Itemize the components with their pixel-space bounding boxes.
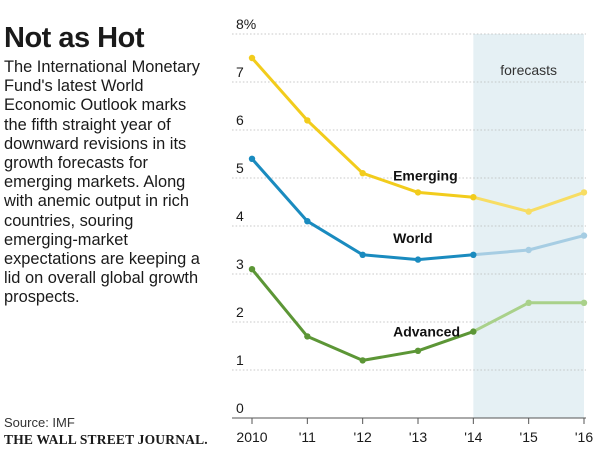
y-tick-label: 6 [236,112,244,128]
y-tick-label: 7 [236,64,244,80]
world-point [525,246,532,254]
advanced-point [248,266,256,273]
advanced-point [525,299,532,306]
y-tick-label: 1 [236,352,244,368]
emerging-point [304,117,311,124]
advanced-line [250,267,475,362]
emerging-series-label: Emerging [393,167,458,183]
advanced-point [304,333,311,340]
emerging-point [359,170,366,177]
world-point [470,251,477,258]
description: The International Monetary Fund's latest… [4,58,200,307]
emerging-point [470,194,477,201]
x-tick-label: '11 [299,429,316,445]
source-note: Source: IMF [4,415,75,430]
grid-lines [232,33,586,419]
world-point [304,218,311,225]
advanced-point [359,357,366,364]
emerging-point [248,54,256,62]
world-point [359,251,366,258]
world-series-label: World [393,230,432,246]
y-tick-label: 0 [236,400,244,416]
series-points [248,54,588,364]
y-axis-labels: 0 1 2 3 4 5 6 7 8% [236,16,256,416]
x-tick-label: '16 [575,429,593,445]
world-point [248,155,256,162]
x-tick-label: '15 [520,429,538,445]
y-tick-label: 3 [236,256,244,272]
advanced-point [580,299,588,306]
y-tick-label: 8% [236,16,256,32]
y-tick-label: 5 [236,160,244,176]
x-axis-labels: 2010 '11 '12 '13 '14 '15 '16 [236,418,593,445]
y-tick-label: 4 [236,208,244,224]
advanced-point [470,328,477,335]
x-tick-label: '12 [354,429,372,445]
series-labels: Emerging World Advanced [393,167,460,339]
emerging-point [525,208,532,215]
world-point [580,232,588,239]
emerging-point [580,189,588,196]
x-tick-label: 2010 [236,429,267,445]
headline: Not as Hot [4,22,145,54]
advanced-series-label: Advanced [393,323,460,339]
forecast-label: forecasts [500,62,557,78]
emerging-point [414,189,422,196]
world-point [414,256,422,263]
advanced-point [414,347,422,354]
y-tick-label: 2 [236,304,244,320]
publisher-logo: THE WALL STREET JOURNAL. [4,432,208,447]
x-tick-label: '13 [409,429,427,445]
x-tick-label: '14 [464,429,482,445]
